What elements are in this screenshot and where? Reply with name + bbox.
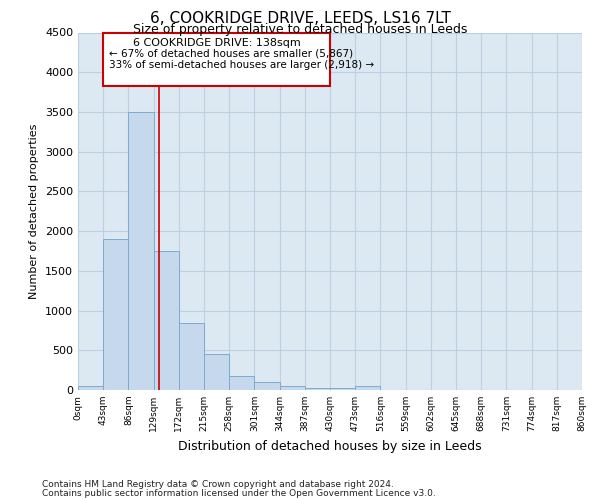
Bar <box>103 34 330 86</box>
Bar <box>330 388 355 390</box>
Bar <box>128 112 154 390</box>
Text: Size of property relative to detached houses in Leeds: Size of property relative to detached ho… <box>133 22 467 36</box>
Bar <box>154 251 179 390</box>
Text: ← 67% of detached houses are smaller (5,867): ← 67% of detached houses are smaller (5,… <box>109 49 353 59</box>
Text: 33% of semi-detached houses are larger (2,918) →: 33% of semi-detached houses are larger (… <box>109 60 374 70</box>
Text: Contains HM Land Registry data © Crown copyright and database right 2024.: Contains HM Land Registry data © Crown c… <box>42 480 394 489</box>
Bar <box>229 376 254 390</box>
Bar <box>204 354 229 390</box>
Bar <box>103 239 128 390</box>
Text: Contains public sector information licensed under the Open Government Licence v3: Contains public sector information licen… <box>42 488 436 498</box>
Bar <box>78 386 103 390</box>
Text: 6, COOKRIDGE DRIVE, LEEDS, LS16 7LT: 6, COOKRIDGE DRIVE, LEEDS, LS16 7LT <box>149 11 451 26</box>
Text: 6 COOKRIDGE DRIVE: 138sqm: 6 COOKRIDGE DRIVE: 138sqm <box>133 38 301 48</box>
X-axis label: Distribution of detached houses by size in Leeds: Distribution of detached houses by size … <box>178 440 482 452</box>
Bar <box>254 382 280 390</box>
Bar <box>355 386 380 390</box>
Y-axis label: Number of detached properties: Number of detached properties <box>29 124 40 299</box>
Bar <box>179 324 204 390</box>
Bar <box>280 386 305 390</box>
Bar <box>305 388 330 390</box>
